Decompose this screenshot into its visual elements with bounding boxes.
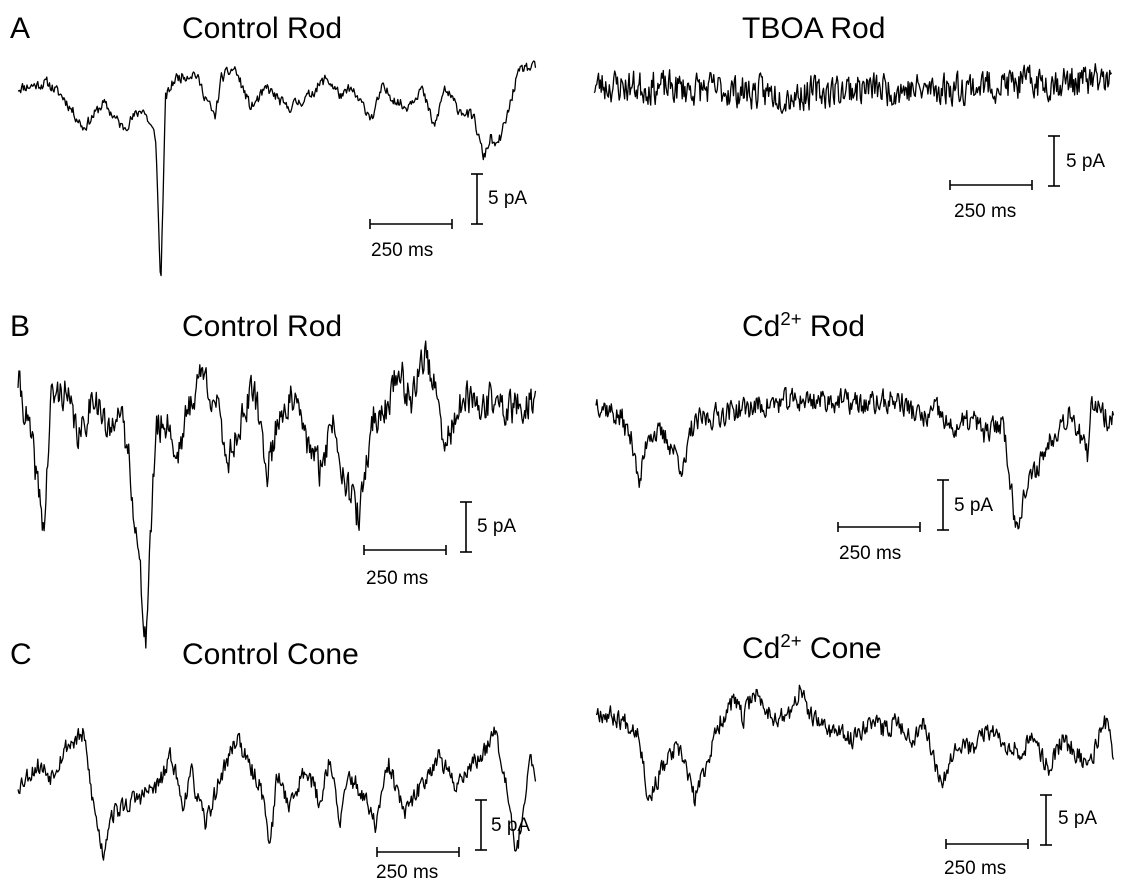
scale-bar-a-control-rod — [369, 173, 483, 229]
trace-c-cd-cone — [595, 684, 1115, 807]
scale-bar-b-cd-rod — [837, 479, 949, 532]
title-a-control-rod: Control Rod — [182, 12, 343, 45]
title-b-cd-rod-base: Cd — [742, 310, 781, 343]
current-label-b-right: 5 pA — [954, 495, 994, 516]
current-label-c-right: 5 pA — [1058, 808, 1098, 829]
title-b-control-rod: Control Rod — [182, 310, 343, 343]
scale-bar-c-cd-cone — [945, 794, 1052, 849]
trace-a-control-rod — [17, 60, 537, 277]
trace-c-control-cone — [17, 726, 537, 861]
current-label-b-left: 5 pA — [477, 516, 517, 537]
title-a-tboa-rod: TBOA Rod — [742, 12, 886, 45]
current-label-a-left: 5 pA — [488, 188, 528, 209]
title-b-cd-rod-rest: Rod — [801, 310, 865, 343]
scale-bar-b-control-rod — [363, 501, 472, 555]
scale-bar-a-tboa-rod — [949, 135, 1060, 190]
title-c-control-cone: Control Cone — [182, 638, 359, 671]
time-label-c-left: 250 ms — [376, 862, 439, 883]
panel-letter-a: A — [10, 12, 31, 45]
title-c-cd-cone-superscript: 2+ — [780, 630, 802, 651]
title-c-cd-cone-base: Cd — [742, 632, 781, 665]
trace-b-control-rod — [17, 340, 537, 649]
title-c-cd-cone-rest: Cone — [801, 632, 882, 665]
title-c-cd-cone: Cd2+ Cone — [742, 630, 882, 666]
panel-letter-c: C — [10, 638, 32, 671]
time-label-b-right: 250 ms — [839, 543, 902, 564]
title-b-cd-rod-superscript: 2+ — [780, 308, 802, 329]
time-label-a-left: 250 ms — [371, 240, 434, 261]
panel-letter-b: B — [10, 310, 31, 343]
time-label-a-right: 250 ms — [954, 201, 1017, 222]
current-label-a-right: 5 pA — [1066, 151, 1106, 172]
trace-b-cd-rod — [595, 386, 1115, 530]
title-b-cd-rod: Cd2+ Rod — [742, 308, 865, 344]
scale-bar-c-control-cone — [376, 799, 487, 857]
current-label-c-left: 5 pA — [491, 815, 531, 836]
time-label-c-right: 250 ms — [944, 858, 1007, 879]
trace-a-tboa-rod — [593, 63, 1113, 114]
time-label-b-left: 250 ms — [366, 568, 429, 589]
